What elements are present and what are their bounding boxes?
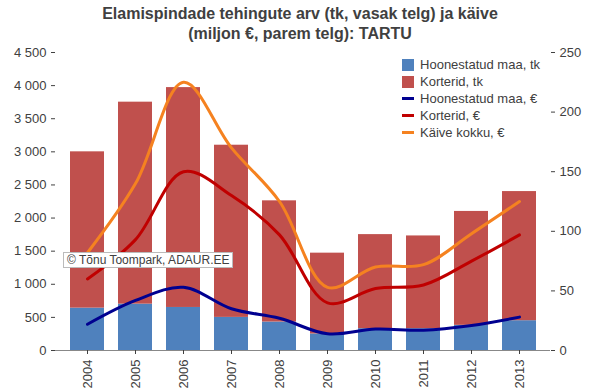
svg-text:250: 250 (560, 45, 582, 60)
svg-text:1 500: 1 500 (14, 243, 47, 258)
svg-text:200: 200 (560, 104, 582, 119)
svg-text:2007: 2007 (224, 360, 239, 389)
svg-text:150: 150 (560, 164, 582, 179)
html-text:Elamispindade tehingute arv (t: Elamispindade tehingute arv (tk, vasak t… (102, 5, 498, 42)
svg-text:2012: 2012 (464, 360, 479, 389)
svg-text:2010: 2010 (368, 360, 383, 389)
svg-text:2006: 2006 (176, 360, 191, 389)
svg-text:1 000: 1 000 (14, 276, 47, 291)
svg-text:4 500: 4 500 (14, 45, 47, 60)
svg-text:2009: 2009 (320, 360, 335, 389)
html-text:Korterid, tk: Korterid, tk (420, 74, 483, 89)
html-text:© Tõnu Toompark, ADAUR.EE: © Tõnu Toompark, ADAUR.EE (67, 253, 230, 267)
svg-text:0: 0 (560, 343, 567, 358)
svg-text:2008: 2008 (272, 360, 287, 389)
svg-text:0: 0 (39, 343, 46, 358)
svg-text:2011: 2011 (416, 360, 431, 388)
svg-text:2013: 2013 (512, 360, 527, 389)
svg-text:2 000: 2 000 (14, 210, 47, 225)
svg-text:3 500: 3 500 (14, 111, 47, 126)
svg-text:2 500: 2 500 (14, 177, 47, 192)
svg-text:2004: 2004 (80, 360, 95, 389)
html-text:Hoonestatud maa, tk: Hoonestatud maa, tk (420, 57, 540, 72)
html-text:Korterid, €: Korterid, € (420, 108, 480, 123)
svg-text:50: 50 (560, 283, 574, 298)
svg-text:3 000: 3 000 (14, 144, 47, 159)
svg-text:500: 500 (25, 310, 47, 325)
svg-text:4 000: 4 000 (14, 78, 47, 93)
html-text:Käive kokku, €: Käive kokku, € (420, 125, 505, 140)
html-text:Hoonestatud maa, €: Hoonestatud maa, € (420, 91, 538, 106)
svg-text:100: 100 (560, 223, 582, 238)
svg-text:2005: 2005 (128, 360, 143, 389)
